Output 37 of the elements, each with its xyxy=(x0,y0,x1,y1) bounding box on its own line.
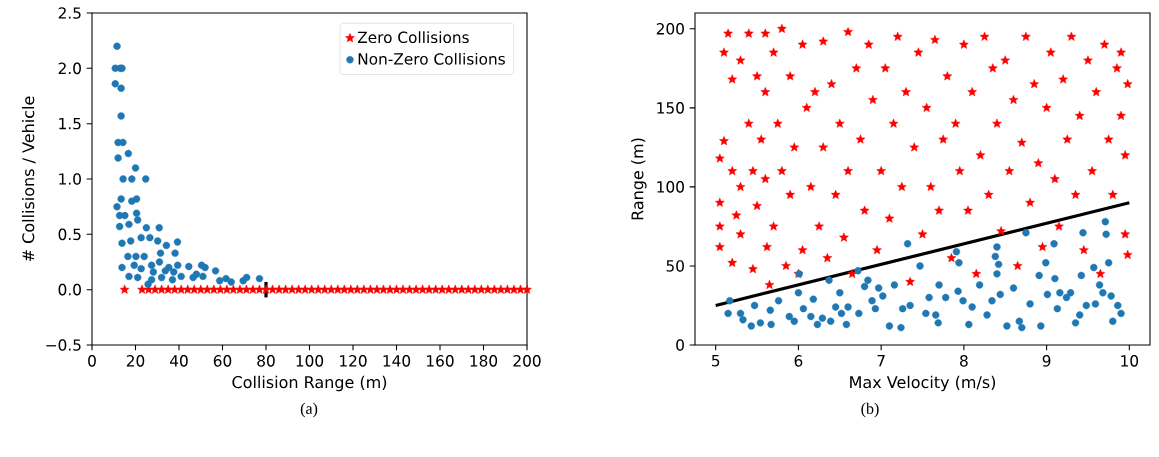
x-tick-label: 200 xyxy=(513,355,541,367)
y-tick-label: 1.0 xyxy=(59,173,81,185)
x-tick-label: 140 xyxy=(383,355,411,367)
y-tick-label: 2.5 xyxy=(58,7,81,19)
x-tick-label: 0 xyxy=(88,355,96,367)
x-tick-label: 60 xyxy=(213,355,232,367)
y-axis-title: Range (m) xyxy=(631,138,647,220)
x-tick-label: 6 xyxy=(794,355,803,367)
y-tick-label: 200 xyxy=(656,23,684,35)
y-tick-label: 50 xyxy=(666,260,684,272)
y-tick-label: 0 xyxy=(676,339,684,351)
x-tick-label: 9 xyxy=(1042,355,1051,367)
y-tick-label: 1.5 xyxy=(59,117,81,130)
x-axis-title: Max Velocity (m/s) xyxy=(850,375,996,392)
text: (b) xyxy=(861,402,879,418)
y-tick-label: 0.5 xyxy=(58,228,81,241)
x-tick-label: 100 xyxy=(296,355,324,367)
legend-label: Non-Zero Collisions xyxy=(358,52,505,65)
text: (a) xyxy=(300,402,318,418)
x-tick-label: 120 xyxy=(340,355,367,367)
x-tick-label: 160 xyxy=(427,355,454,367)
x-tick-label: 20 xyxy=(126,355,145,367)
y-tick-label: 150 xyxy=(657,102,684,114)
x-axis-title: Collision Range (m) xyxy=(232,375,387,392)
legend-label: Zero Collisions xyxy=(357,31,469,44)
y-tick-label: 2.0 xyxy=(58,62,81,75)
x-tick-label: 40 xyxy=(170,355,188,367)
y-axis-title: # Collisions / Vehicle xyxy=(21,96,36,262)
x-tick-label: 5 xyxy=(712,355,720,367)
y-tick-label: 0.0 xyxy=(58,283,81,296)
x-tick-label: 7 xyxy=(877,355,885,367)
y-tick-label: 100 xyxy=(657,181,684,193)
x-tick-label: 80 xyxy=(257,355,275,367)
x-tick-label: 8 xyxy=(960,355,968,367)
x-tick-label: 10 xyxy=(1121,355,1139,367)
x-tick-label: 180 xyxy=(470,355,498,367)
y-tick-label: −0.5 xyxy=(46,339,81,351)
